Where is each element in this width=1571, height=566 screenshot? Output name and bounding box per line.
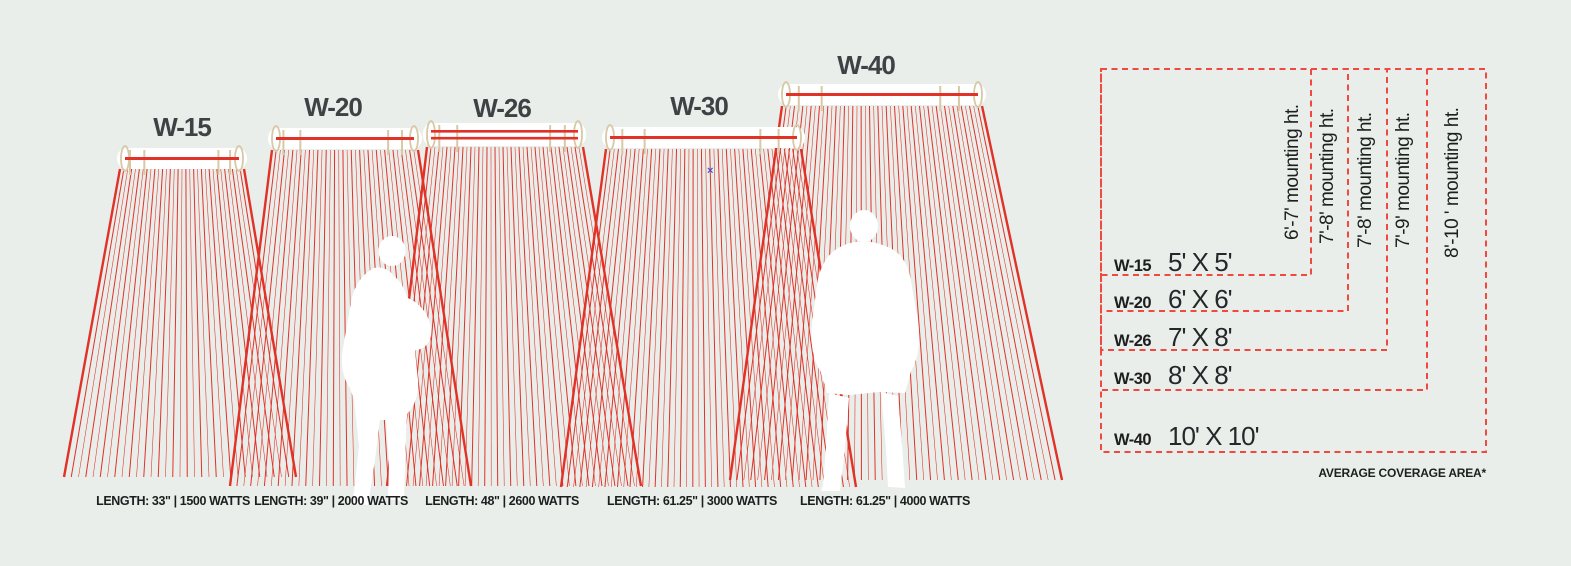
coverage-row-size: 8' X 8' <box>1168 360 1233 390</box>
person-silhouette-1 <box>341 236 432 505</box>
person-silhouette-2 <box>811 210 920 491</box>
model-title-w26: W-26 <box>473 93 532 123</box>
cursor-x-mark: × <box>707 165 714 177</box>
mounting-label-w30: 7'-9' mounting ht. <box>1393 112 1414 248</box>
heater-unit-w-15 <box>117 145 247 175</box>
mounting-label-w15: 6'-7' mounting ht. <box>1282 104 1303 240</box>
beam-fan-w-15 <box>62 168 298 478</box>
coverage-row-model: W-26 <box>1114 332 1152 350</box>
spec-label-w20: LENGTH: 39" | 2000 WATTS <box>254 494 408 508</box>
heater-unit-w-40 <box>778 81 986 111</box>
model-title-w15: W-15 <box>153 112 212 142</box>
beam-fan-w-30 <box>559 148 858 488</box>
coverage-boxes <box>1100 68 1487 453</box>
spec-label-w26: LENGTH: 48" | 2600 WATTS <box>425 494 579 508</box>
coverage-row-w40: W-40 10' X 10' <box>1114 421 1260 452</box>
coverage-row-model: W-30 <box>1114 370 1152 388</box>
spec-label-w15: LENGTH: 33" | 1500 WATTS <box>96 494 250 508</box>
model-title-w20: W-20 <box>304 92 363 122</box>
coverage-row-model: W-15 <box>1114 257 1152 275</box>
model-title-w30: W-30 <box>670 91 729 121</box>
coverage-row-size: 7' X 8' <box>1168 322 1233 352</box>
coverage-row-size: 5' X 5' <box>1168 247 1233 277</box>
coverage-row-size: 10' X 10' <box>1168 421 1260 451</box>
spec-label-w40: LENGTH: 61.25" | 4000 WATTS <box>800 494 970 508</box>
heater-unit-w-30 <box>602 124 805 154</box>
coverage-row-w30: W-30 8' X 8' <box>1114 360 1233 391</box>
coverage-row-size: 6' X 6' <box>1168 284 1233 314</box>
mounting-label-w26: 7'-8' mounting ht. <box>1355 112 1376 248</box>
coverage-row-w15: W-15 5' X 5' <box>1114 247 1233 278</box>
coverage-row-w26: W-26 7' X 8' <box>1114 322 1233 353</box>
beam-fan-w-26 <box>385 146 643 487</box>
average-coverage-note: AVERAGE COVERAGE AREA* <box>1318 466 1486 480</box>
spec-label-w30: LENGTH: 61.25" | 3000 WATTS <box>607 494 777 508</box>
coverage-row-model: W-40 <box>1114 431 1152 449</box>
model-title-w40: W-40 <box>837 50 896 80</box>
heater-unit-w-26 <box>423 120 586 152</box>
heater-unit-w-20 <box>268 125 422 155</box>
mounting-label-w20: 7'-8' mounting ht. <box>1317 108 1338 244</box>
mounting-label-w40: 8'-10 ' mounting ht. <box>1442 107 1463 258</box>
coverage-row-w20: W-20 6' X 6' <box>1114 284 1233 315</box>
coverage-row-model: W-20 <box>1114 294 1152 312</box>
